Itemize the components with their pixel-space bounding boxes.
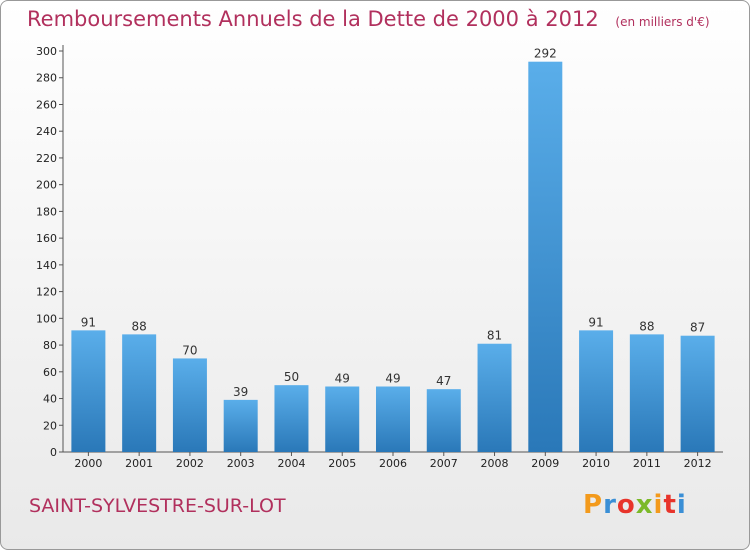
chart-title-text: Remboursements Annuels de la Dette de 20… bbox=[27, 7, 599, 31]
data-label: 49 bbox=[385, 372, 400, 386]
data-label: 91 bbox=[588, 315, 603, 329]
logo-letter: i bbox=[676, 490, 687, 520]
data-label: 49 bbox=[335, 372, 350, 386]
y-tick-label: 260 bbox=[36, 98, 57, 111]
x-tick-label: 2001 bbox=[125, 457, 153, 470]
bar bbox=[274, 385, 309, 452]
y-tick-label: 120 bbox=[36, 286, 57, 299]
data-label: 39 bbox=[233, 385, 248, 399]
data-label: 88 bbox=[639, 319, 654, 333]
data-label: 50 bbox=[284, 370, 299, 384]
y-tick-label: 180 bbox=[36, 205, 57, 218]
y-tick-label: 40 bbox=[43, 393, 57, 406]
x-tick-label: 2005 bbox=[328, 457, 356, 470]
y-tick-label: 60 bbox=[43, 366, 57, 379]
y-tick-label: 0 bbox=[50, 446, 57, 459]
y-tick-label: 80 bbox=[43, 339, 57, 352]
chart-title: Remboursements Annuels de la Dette de 20… bbox=[27, 7, 710, 31]
y-tick-label: 140 bbox=[36, 259, 57, 272]
bar bbox=[325, 386, 360, 452]
y-tick-label: 280 bbox=[36, 72, 57, 85]
logo-letter: x bbox=[635, 490, 654, 520]
x-tick-label: 2009 bbox=[531, 457, 559, 470]
x-tick-label: 2002 bbox=[176, 457, 204, 470]
bar bbox=[680, 335, 715, 452]
x-tick-label: 2008 bbox=[481, 457, 509, 470]
x-tick-label: 2003 bbox=[227, 457, 255, 470]
y-tick-label: 240 bbox=[36, 125, 57, 138]
logo-letter: t bbox=[663, 490, 677, 520]
y-tick-label: 200 bbox=[36, 179, 57, 192]
bar bbox=[122, 334, 157, 452]
logo-letter: i bbox=[653, 490, 664, 520]
x-tick-label: 2010 bbox=[582, 457, 610, 470]
logo-letter: o bbox=[616, 490, 636, 520]
bar bbox=[426, 389, 461, 452]
bar bbox=[71, 330, 106, 452]
data-label: 91 bbox=[81, 315, 96, 329]
bar bbox=[223, 399, 258, 452]
data-label: 292 bbox=[534, 47, 557, 61]
data-label: 47 bbox=[436, 374, 451, 388]
bar bbox=[629, 334, 664, 452]
x-tick-label: 2006 bbox=[379, 457, 407, 470]
x-tick-label: 2011 bbox=[633, 457, 661, 470]
x-tick-label: 2004 bbox=[277, 457, 305, 470]
x-tick-label: 2012 bbox=[684, 457, 712, 470]
y-tick-label: 100 bbox=[36, 312, 57, 325]
x-tick-label: 2000 bbox=[74, 457, 102, 470]
chart-unit: (en milliers d'€) bbox=[615, 15, 710, 29]
x-tick-label: 2007 bbox=[430, 457, 458, 470]
bar bbox=[376, 386, 410, 452]
logo-letter: r bbox=[603, 490, 617, 520]
bar bbox=[477, 343, 512, 452]
y-tick-label: 160 bbox=[36, 232, 57, 245]
logo-letter: P bbox=[583, 490, 604, 520]
data-label: 70 bbox=[182, 343, 197, 357]
bar bbox=[172, 358, 207, 452]
y-tick-label: 20 bbox=[43, 419, 57, 432]
data-label: 88 bbox=[132, 319, 147, 333]
proxiti-logo: Proxiti bbox=[583, 490, 687, 520]
bar bbox=[528, 61, 563, 453]
data-label: 81 bbox=[487, 329, 502, 343]
commune-name: SAINT-SYLVESTRE-SUR-LOT bbox=[29, 495, 286, 517]
data-label: 87 bbox=[690, 321, 705, 335]
y-tick-label: 220 bbox=[36, 152, 57, 165]
y-tick-label: 300 bbox=[36, 45, 57, 58]
bar bbox=[579, 330, 614, 452]
